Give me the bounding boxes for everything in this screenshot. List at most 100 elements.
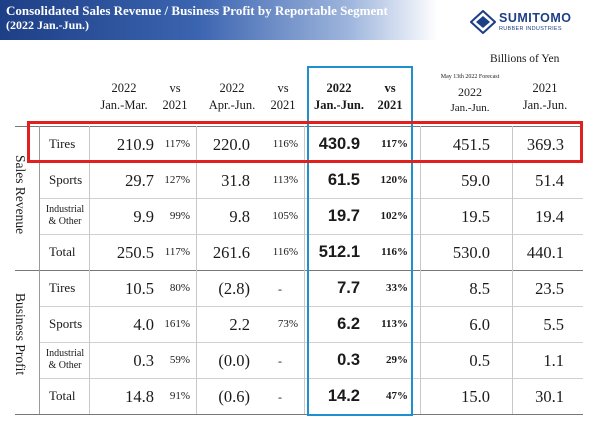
section-label-profit: Business Profit xyxy=(13,293,28,376)
col-header-h1-period: Jan.-Jun. xyxy=(313,98,365,112)
page-subtitle: (2022 Jan.-Jun.) xyxy=(6,18,90,32)
logo-subname: RUBBER INDUSTRIES xyxy=(499,26,562,32)
col-header-vs2: vs 2021 xyxy=(266,80,300,114)
cell-q2: 31.8 xyxy=(221,170,250,190)
cell-h1: 6.2 xyxy=(337,314,360,333)
cell-vs3: 116% xyxy=(381,245,408,258)
cell-vs3: 33% xyxy=(386,281,408,294)
cell-prev: 51.4 xyxy=(535,170,564,190)
logo-name: SUMITOMO xyxy=(499,11,572,25)
cell-q1: 4.0 xyxy=(133,314,154,334)
cell-vs2: - xyxy=(278,281,282,296)
cell-q2: (0.0) xyxy=(218,350,250,370)
col-header-forecast: 2022 Jan.-Jun. xyxy=(428,84,512,116)
row-divider xyxy=(40,198,583,199)
cell-prev: 5.5 xyxy=(543,314,564,334)
cell-vs3: 113% xyxy=(381,317,408,330)
cell-h1: 61.5 xyxy=(327,170,360,189)
cell-vs3: 29% xyxy=(386,353,408,366)
title-banner: Consolidated Sales Revenue / Business Pr… xyxy=(0,0,438,40)
col-header-prev: 2021 Jan.-Jun. xyxy=(510,80,580,114)
cell-q2: (0.6) xyxy=(218,386,250,406)
cell-q2: 9.8 xyxy=(229,206,250,226)
cell-h1: 14.2 xyxy=(327,386,360,405)
col-header-h1: 2022 Jan.-Jun. xyxy=(308,80,370,114)
column-divider xyxy=(512,126,513,414)
cell-h1: 19.7 xyxy=(327,206,360,225)
cell-forecast: 530.0 xyxy=(452,242,490,262)
col-header-vs2-a: vs xyxy=(277,81,289,95)
cell-forecast: 6.0 xyxy=(469,314,490,334)
cell-q2: (2.8) xyxy=(218,278,250,298)
highlight-row-box xyxy=(27,121,583,163)
section-divider xyxy=(15,270,583,271)
cell-q1: 250.5 xyxy=(116,242,154,262)
cell-h1: 512.1 xyxy=(318,242,360,261)
cell-prev: 369.3 xyxy=(526,134,564,154)
column-divider xyxy=(304,126,305,414)
row-label: Total xyxy=(49,244,76,259)
cell-vs1: 117% xyxy=(164,137,190,150)
row-label: Tires xyxy=(49,136,76,151)
row-label-line: & Other xyxy=(48,216,82,227)
highlight-column-box xyxy=(307,66,413,416)
cell-vs1: 161% xyxy=(164,317,190,330)
row-divider xyxy=(40,234,583,235)
cell-vs2: 116% xyxy=(272,245,298,258)
col-header-q2-period: Apr.-Jun. xyxy=(208,98,256,112)
cell-q1: 210.9 xyxy=(116,134,154,154)
row-label: Tires xyxy=(49,280,76,295)
col-header-h1-year: 2022 xyxy=(326,81,352,95)
row-label: Sports xyxy=(49,316,83,331)
col-header-q2-year: 2022 xyxy=(219,81,245,95)
header-divider xyxy=(15,126,583,127)
column-divider xyxy=(39,126,40,414)
cell-vs2: 73% xyxy=(277,317,298,330)
section-label-sales: Sales Revenue xyxy=(13,155,28,235)
col-header-forecast-note: May 13th 2022 Forecast xyxy=(440,74,500,80)
col-header-vs1: vs 2021 xyxy=(158,80,192,114)
cell-vs2: 113% xyxy=(272,173,298,186)
col-header-vs3-a: vs xyxy=(384,81,396,95)
cell-vs1: 117% xyxy=(164,245,190,258)
row-label-line: & Other xyxy=(48,360,82,371)
cell-forecast: 8.5 xyxy=(469,278,490,298)
col-header-q1: 2022 Jan.-Mar. xyxy=(94,80,154,114)
row-divider xyxy=(40,306,583,307)
col-header-vs1-a: vs xyxy=(169,81,181,95)
cell-q2: 2.2 xyxy=(229,314,250,334)
col-header-prev-year: 2021 xyxy=(532,81,558,95)
cell-prev: 1.1 xyxy=(543,350,564,370)
cell-prev: 30.1 xyxy=(535,386,564,406)
company-logo: SUMITOMO RUBBER INDUSTRIES xyxy=(470,8,588,36)
cell-h1: 7.7 xyxy=(337,278,360,297)
cell-forecast: 19.5 xyxy=(461,206,490,226)
col-header-vs2-b: 2021 xyxy=(270,98,296,112)
cell-forecast: 59.0 xyxy=(461,170,490,190)
cell-prev: 23.5 xyxy=(535,278,564,298)
col-header-vs3: vs 2021 xyxy=(372,80,408,114)
col-header-q1-period: Jan.-Mar. xyxy=(100,98,148,112)
cell-vs3: 117% xyxy=(381,137,408,150)
cell-q1: 0.3 xyxy=(133,350,154,370)
row-label-line: Industrial xyxy=(45,348,85,359)
cell-vs1: 99% xyxy=(169,209,190,222)
col-header-forecast-year: 2022 xyxy=(458,85,482,99)
row-divider xyxy=(40,378,583,379)
cell-h1: 0.3 xyxy=(337,350,360,369)
row-divider xyxy=(40,342,583,343)
sumitomo-logo-icon xyxy=(470,10,496,34)
table-bottom xyxy=(15,414,583,415)
cell-forecast: 0.5 xyxy=(469,350,490,370)
cell-vs2: - xyxy=(278,389,282,404)
cell-q2: 261.6 xyxy=(212,242,250,262)
cell-vs1: 91% xyxy=(169,389,190,402)
cell-q1: 14.8 xyxy=(125,386,154,406)
cell-vs2: - xyxy=(278,353,282,368)
unit-label: Billions of Yen xyxy=(490,53,560,65)
cell-q1: 29.7 xyxy=(125,170,154,190)
column-divider xyxy=(420,126,421,414)
row-label: Total xyxy=(49,388,76,403)
cell-vs1: 59% xyxy=(169,353,190,366)
cell-q1: 10.5 xyxy=(125,278,154,298)
